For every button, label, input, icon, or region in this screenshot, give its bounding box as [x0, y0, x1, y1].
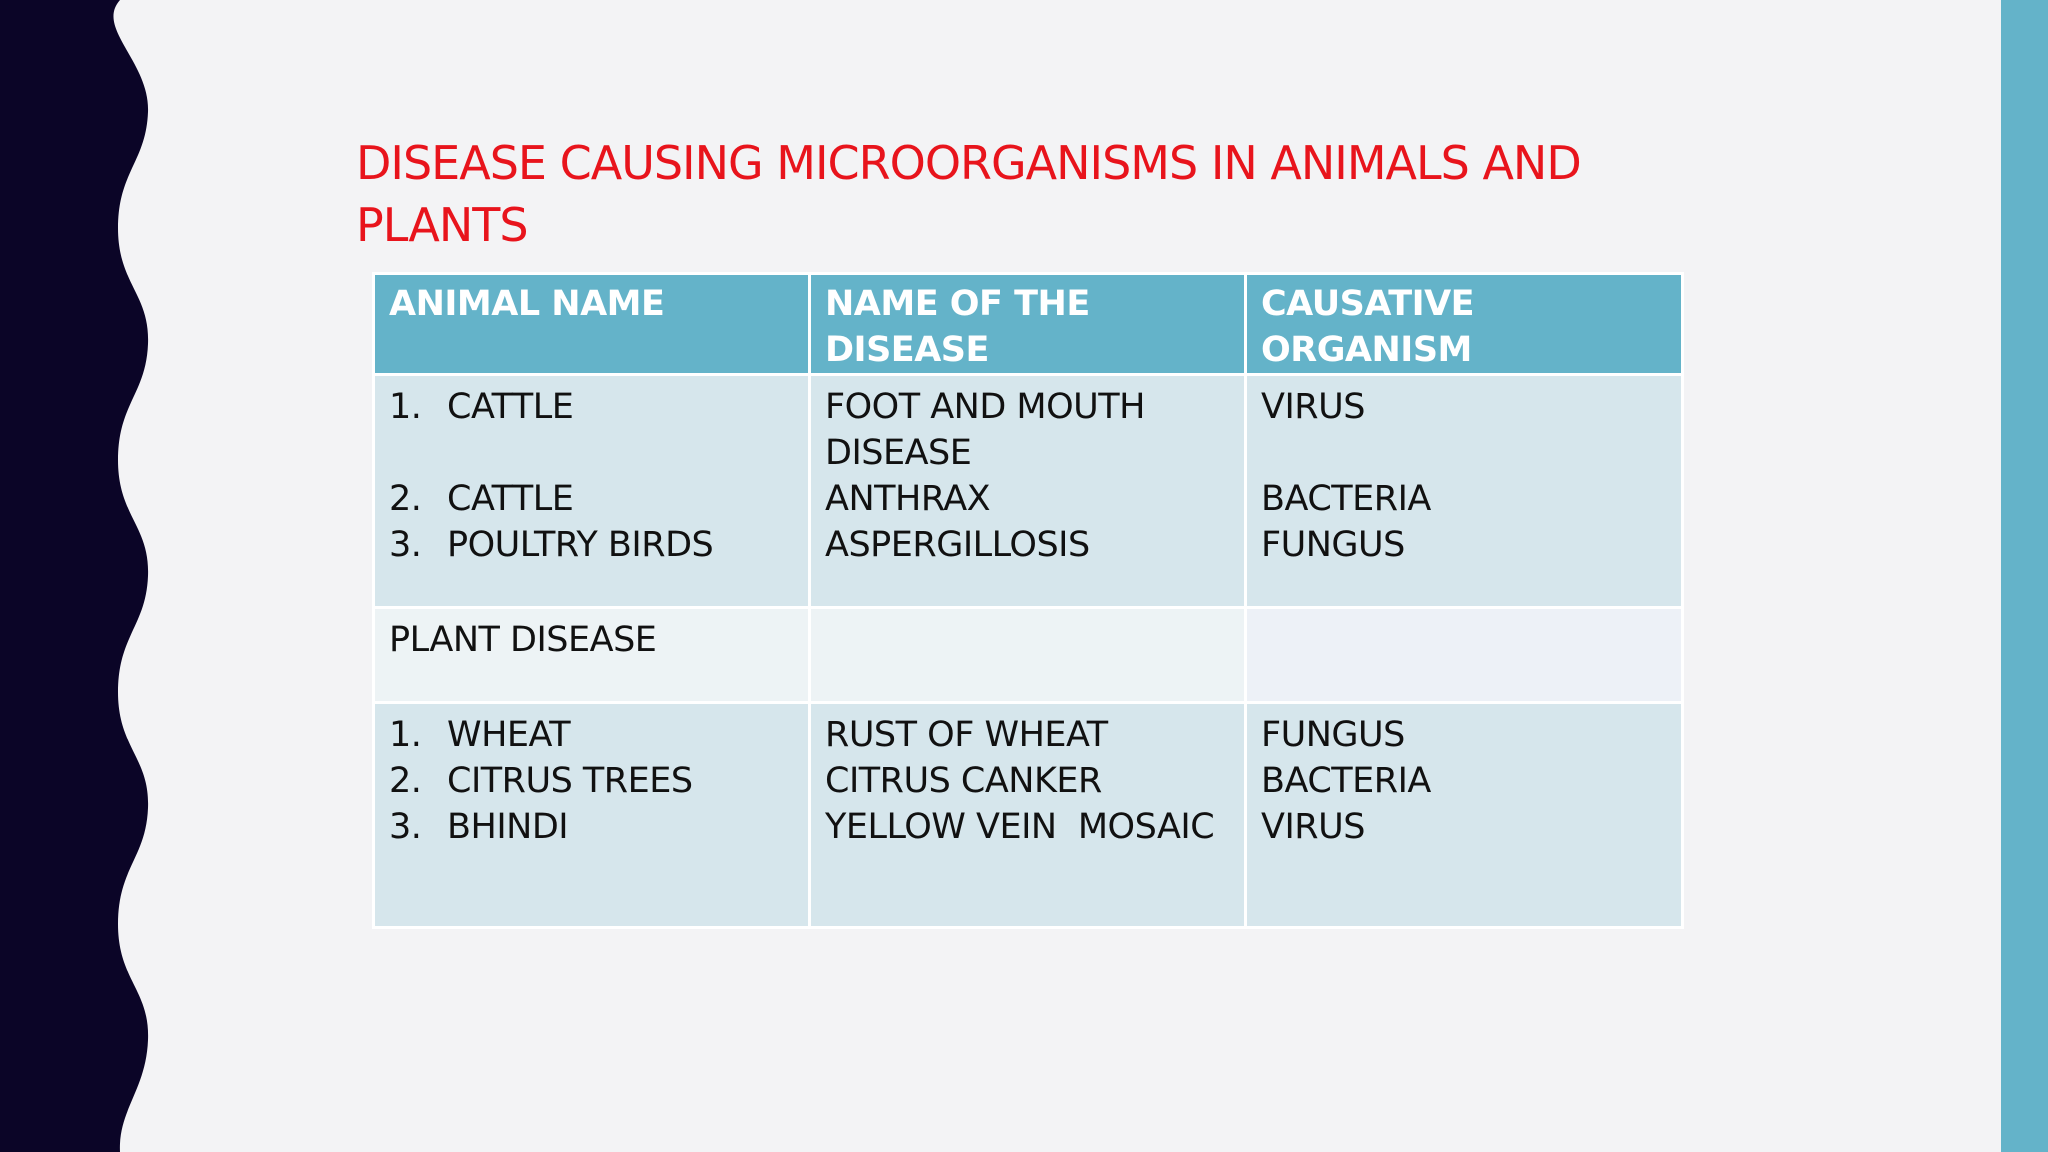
list-item: 2. CITRUS TREES: [389, 761, 693, 801]
list-item: FOOT AND MOUTH: [825, 387, 1146, 427]
header-animal-name: ANIMAL NAME: [372, 272, 811, 376]
animal-organisms-cell: VIRUS BACTERIA FUNGUS: [1244, 373, 1684, 609]
list-item: RUST OF WHEAT: [825, 715, 1108, 755]
plant-section-empty-cell: [1244, 606, 1684, 704]
disease-table: ANIMAL NAME NAME OF THE DISEASE CAUSATIV…: [372, 272, 1684, 929]
list-item: YELLOW VEIN MOSAIC: [825, 807, 1215, 847]
left-wave-decoration: [0, 0, 149, 1152]
list-item: ASPERGILLOSIS: [825, 525, 1090, 565]
animal-diseases-cell: FOOT AND MOUTH DISEASE ANTHRAX ASPERGILL…: [808, 373, 1247, 609]
list-item: 3. POULTRY BIRDS: [389, 525, 714, 565]
list-item: 3. BHINDI: [389, 807, 569, 847]
table-row-animals: 1. CATTLE 2. CATTLE 3. POULTRY BIRDS FOOT A…: [372, 373, 1684, 609]
list-item: VIRUS: [1261, 807, 1365, 847]
list-item: BACTERIA: [1261, 761, 1431, 801]
table-row-plants: 1. WHEAT 2. CITRUS TREES 3. BHINDI RUST OF …: [372, 701, 1684, 929]
header-causative-organism: CAUSATIVE ORGANISM: [1244, 272, 1684, 376]
list-item: FUNGUS: [1261, 525, 1405, 565]
list-item: VIRUS: [1261, 387, 1365, 427]
table-header-row: ANIMAL NAME NAME OF THE DISEASE CAUSATIV…: [372, 272, 1684, 376]
list-item: 2. CATTLE: [389, 479, 574, 519]
header-disease-name: NAME OF THE DISEASE: [808, 272, 1247, 376]
list-item: ANTHRAX: [825, 479, 991, 519]
plant-organisms-cell: FUNGUS BACTERIA VIRUS: [1244, 701, 1684, 929]
slide-title: DISEASE CAUSING MICROORGANISMS IN ANIMAL…: [356, 136, 1582, 252]
plant-names-cell: 1. WHEAT 2. CITRUS TREES 3. BHINDI: [372, 701, 811, 929]
right-accent-band: [2001, 0, 2048, 1152]
list-item: BACTERIA: [1261, 479, 1431, 519]
list-item: CITRUS CANKER: [825, 761, 1102, 801]
list-item: 1. WHEAT: [389, 715, 571, 755]
plant-section-empty-cell: [808, 606, 1247, 704]
list-item: FUNGUS: [1261, 715, 1405, 755]
plant-diseases-cell: RUST OF WHEAT CITRUS CANKER YELLOW VEIN …: [808, 701, 1247, 929]
table-row-plant-section: PLANT DISEASE: [372, 606, 1684, 704]
plant-disease-label: PLANT DISEASE: [372, 606, 811, 704]
animal-names-cell: 1. CATTLE 2. CATTLE 3. POULTRY BIRDS: [372, 373, 811, 609]
list-item: 1. CATTLE: [389, 387, 574, 427]
list-item: DISEASE: [825, 433, 972, 473]
